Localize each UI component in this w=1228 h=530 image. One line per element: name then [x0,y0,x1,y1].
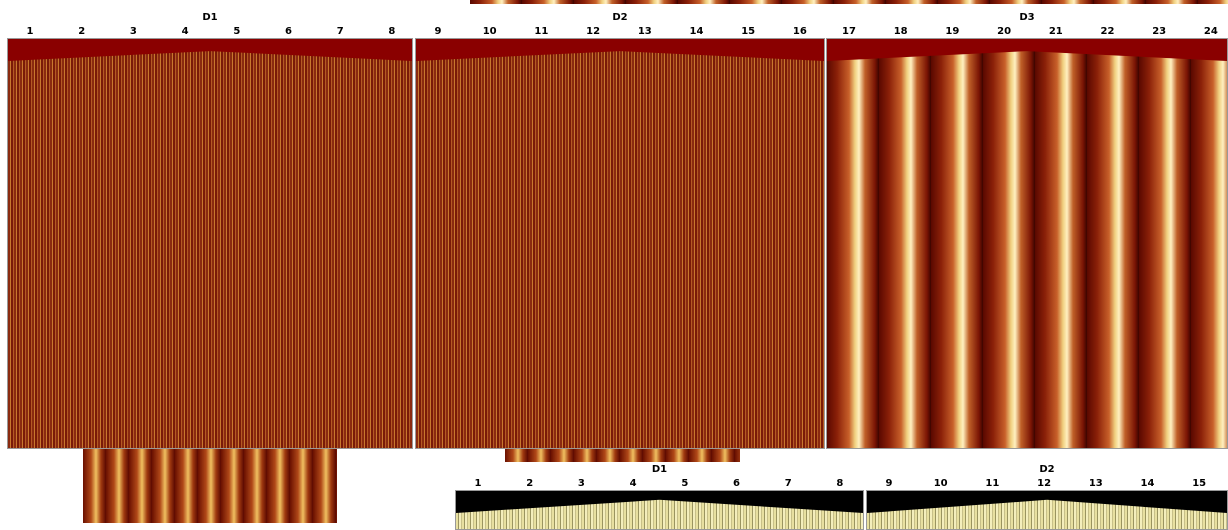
channel-label: 20 [997,26,1012,37]
channel-label: 10 [482,26,497,37]
channel-label: 12 [1037,478,1052,489]
channel-label: 13 [1088,478,1103,489]
channel-label: 7 [336,26,344,37]
channel-label: 9 [885,478,893,489]
channel-label: 6 [285,26,292,37]
channel-label: 2 [78,26,86,37]
detector-image [415,38,825,449]
channel-label: 7 [784,478,792,489]
channel-label: 14 [1140,478,1155,489]
channel-label: 3 [577,478,585,489]
channel-label: 18 [893,26,908,37]
detector-image [866,490,1228,530]
image-edge [416,39,824,61]
channel-label: 8 [836,478,844,489]
channel-label: 12 [586,26,601,37]
panel-title: D3 [1019,12,1035,23]
detector-image [826,38,1228,449]
channel-label: 5 [233,26,241,37]
panel-title: D2 [1039,464,1055,475]
channel-label: 11 [985,478,1000,489]
panel-title: D1 [202,12,218,23]
image-edge [827,39,1227,61]
channel-label: 10 [933,478,948,489]
channel-label: 3 [129,26,137,37]
top-strip [470,0,1228,4]
channel-label: 19 [945,26,960,37]
channel-label: 24 [1203,26,1218,37]
panel-title: D2 [612,12,628,23]
channel-label: 11 [534,26,549,37]
channel-label: 1 [474,478,482,489]
channel-label: 15 [1192,478,1207,489]
image-edge [8,39,412,61]
thumbnail-image [83,448,337,523]
channel-label: 23 [1152,26,1167,37]
channel-label: 9 [434,26,442,37]
channel-label: 16 [792,26,807,37]
channel-label: 8 [388,26,396,37]
channel-label: 22 [1100,26,1115,37]
image-edge [867,491,1227,513]
detector-image [455,490,864,530]
channel-label: 15 [741,26,756,37]
channel-label: 2 [526,478,534,489]
channel-label: 17 [842,26,856,37]
channel-label: 6 [733,478,740,489]
panel-title: D1 [651,464,668,475]
channel-label: 21 [1048,26,1063,37]
channel-label: 1 [26,26,34,37]
channel-label: 5 [681,478,689,489]
channel-label: 14 [689,26,704,37]
thumbnail-strip [505,448,740,462]
detector-image [7,38,413,449]
image-edge [456,491,863,513]
channel-label: 13 [637,26,652,37]
channel-label: 4 [181,26,189,37]
channel-label: 4 [629,478,637,489]
